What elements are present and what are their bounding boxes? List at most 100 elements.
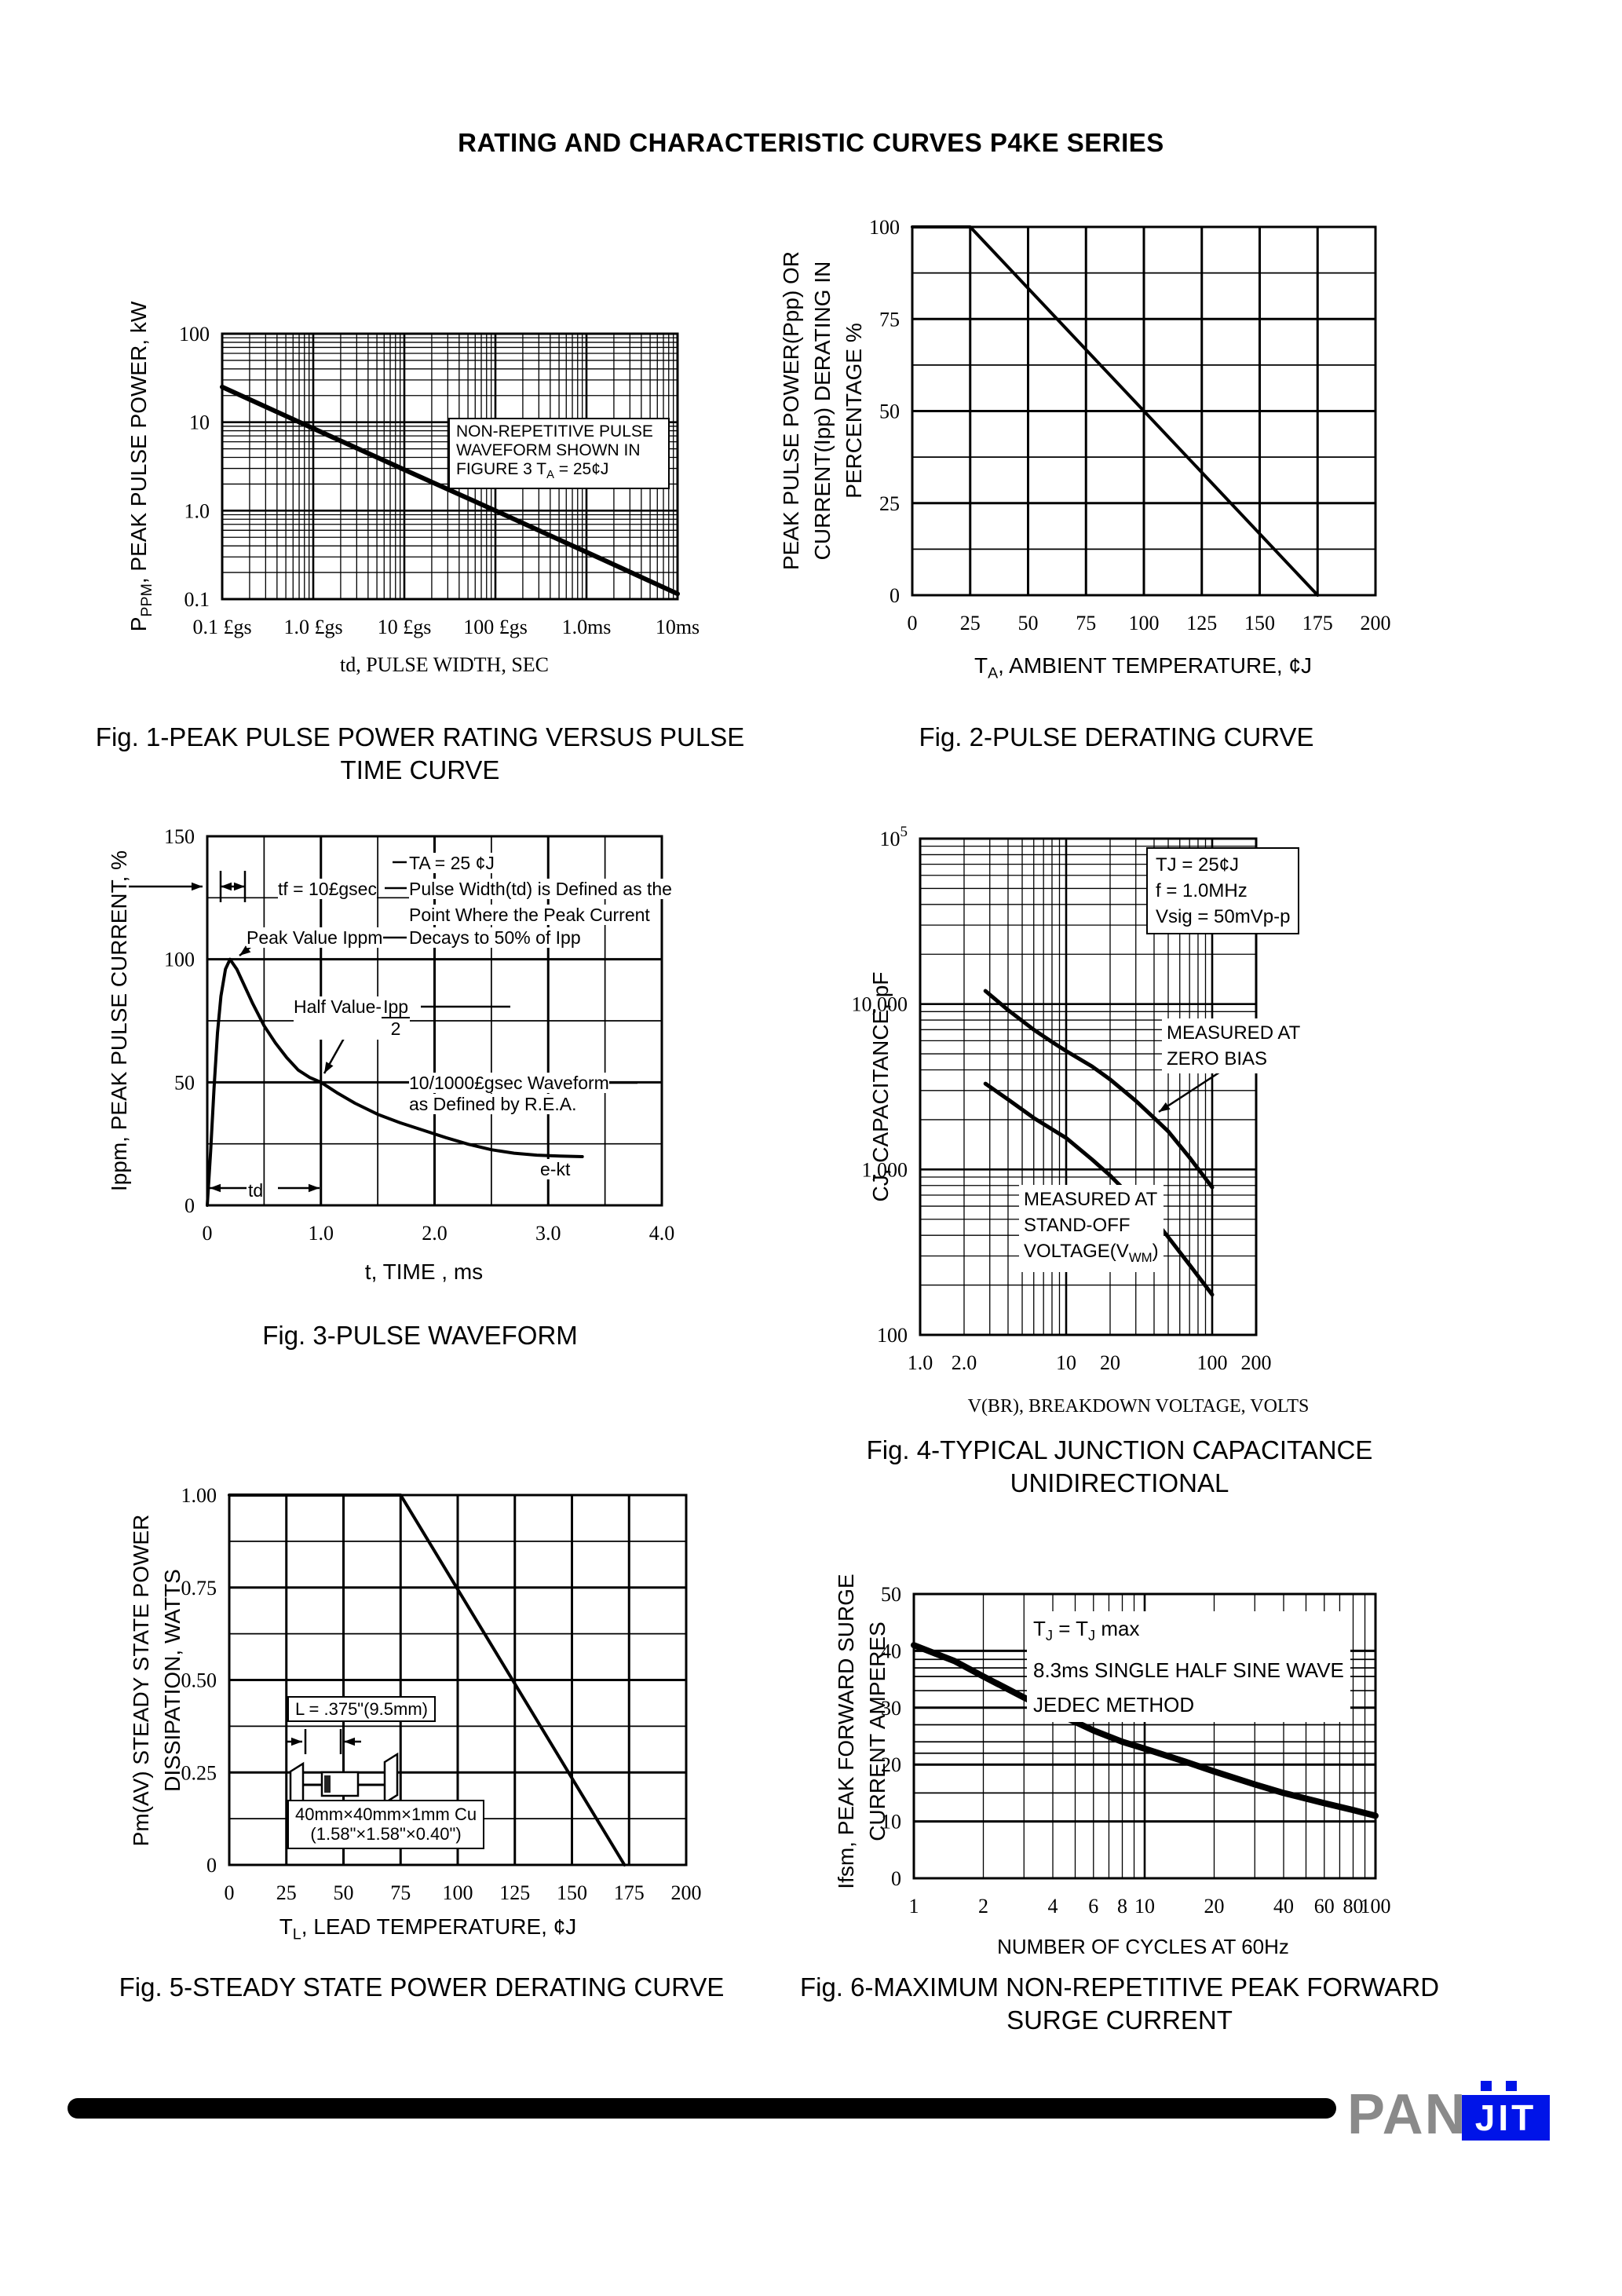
- fig5-inset-lead-length: L = .375"(9.5mm): [287, 1696, 437, 1723]
- fig6-caption-line2: SURGE CURRENT: [1006, 2005, 1233, 2035]
- svg-text:200: 200: [1361, 612, 1391, 634]
- fig1-note-line3: FIGURE 3 TA = 25¢J: [456, 460, 609, 482]
- fig2-chart: 0 25 50 75 100 125 150 175 200 100 75 50 25 0: [869, 216, 1391, 634]
- svg-text:200: 200: [1241, 1351, 1272, 1374]
- svg-text:75: 75: [390, 1881, 411, 1904]
- logo-jit-badge: JIT: [1462, 2095, 1550, 2141]
- svg-text:30: 30: [881, 1697, 901, 1720]
- fig5-y-axis-label: Pm(AV) STEADY STATE POWER DISSIPATION, W…: [129, 1514, 184, 1847]
- svg-text:0: 0: [225, 1881, 235, 1904]
- svg-text:1.0ms: 1.0ms: [562, 616, 612, 638]
- svg-text:100: 100: [179, 323, 210, 345]
- svg-text:4: 4: [1048, 1895, 1058, 1918]
- fig3-ann-pulsewidth-1: Pulse Width(td) is Defined as the: [409, 879, 672, 900]
- fig3-ann-pulsewidth-2: Point Where the Peak Current: [409, 905, 650, 926]
- fig3-ann-half-value: Half Value- Ipp 2: [294, 996, 411, 1040]
- svg-text:100: 100: [1129, 612, 1160, 634]
- fig4-label-zero-bias: MEASURED AT ZERO BIAS: [1162, 1018, 1306, 1073]
- fig3-caption: Fig. 3-PULSE WAVEFORM: [262, 1321, 578, 1350]
- fig4-note-box: TJ = 25¢J f = 1.0MHz Vsig = 50mVp-p: [1146, 847, 1300, 934]
- svg-text:1.0 £gs: 1.0 £gs: [283, 616, 342, 638]
- fig5-x-axis-label: TL, LEAD TEMPERATURE, ¢J: [279, 1914, 577, 1943]
- svg-text:100 £gs: 100 £gs: [463, 616, 528, 638]
- logo-dot-j-icon: [1481, 2081, 1492, 2091]
- svg-text:50: 50: [1018, 612, 1039, 634]
- fig5-inset-mount: 40mm×40mm×1mm Cu (1.58"×1.58"×0.40"): [287, 1800, 485, 1849]
- svg-text:175: 175: [614, 1881, 645, 1904]
- fig3-ann-ekt: e-kt: [540, 1159, 571, 1180]
- fig2-y-axis-label: PEAK PULSE POWER(Ppp) OR CURRENT(Ipp) DE…: [779, 250, 866, 571]
- fig1-note-line1: NON-REPETITIVE PULSE: [456, 422, 653, 441]
- svg-text:50: 50: [174, 1071, 195, 1094]
- fig5-caption: Fig. 5-STEADY STATE POWER DERATING CURVE: [119, 1972, 725, 2002]
- svg-text:10: 10: [1134, 1895, 1155, 1918]
- footer-rule: [68, 2098, 1336, 2119]
- fig1-note-line2: WAVEFORM SHOWN IN: [456, 441, 641, 459]
- svg-text:0: 0: [206, 1854, 217, 1877]
- svg-text:150: 150: [164, 825, 195, 848]
- svg-text:10: 10: [881, 1811, 901, 1834]
- svg-text:25: 25: [276, 1881, 297, 1904]
- page-title: RATING AND CHARACTERISTIC CURVES P4KE SE…: [458, 128, 1164, 157]
- svg-text:4.0: 4.0: [649, 1222, 675, 1245]
- fig1-note-box: NON-REPETITIVE PULSE WAVEFORM SHOWN IN F…: [448, 418, 670, 490]
- fig3-ann-td: td: [248, 1180, 264, 1201]
- svg-text:10,000: 10,000: [852, 993, 908, 1016]
- svg-text:0: 0: [890, 584, 900, 607]
- svg-text:10: 10: [1056, 1351, 1076, 1374]
- fig1-caption-line2: TIME CURVE: [340, 755, 500, 784]
- svg-text:1.0: 1.0: [908, 1351, 933, 1374]
- fig3-x-axis-label: t, TIME , ms: [364, 1260, 484, 1284]
- svg-text:105: 105: [880, 824, 908, 850]
- svg-text:150: 150: [557, 1881, 587, 1904]
- fig4-chart: 1.0 2.0 10 20 100 200 105 10,000 1,000 100: [852, 824, 1272, 1374]
- svg-text:100: 100: [1197, 1351, 1228, 1374]
- svg-text:0.25: 0.25: [181, 1761, 217, 1784]
- fig3-ann-waveform-1: 10/1000£gsec Waveform: [409, 1073, 609, 1094]
- svg-text:80: 80: [1343, 1895, 1364, 1918]
- svg-text:20: 20: [1100, 1351, 1120, 1374]
- svg-text:125: 125: [499, 1881, 530, 1904]
- fig6-caption-line1: Fig. 6-MAXIMUM NON-REPETITIVE PEAK FORWA…: [799, 1972, 1440, 2002]
- fig3-ann-tf: tf = 10£gsec: [278, 879, 377, 900]
- fig4-caption-line2: UNIDIRECTIONAL: [1010, 1468, 1229, 1497]
- svg-text:40: 40: [1273, 1895, 1294, 1918]
- svg-text:0: 0: [203, 1222, 213, 1245]
- svg-text:100: 100: [869, 216, 900, 239]
- svg-text:75: 75: [1076, 612, 1096, 634]
- svg-text:0: 0: [184, 1194, 195, 1217]
- svg-text:0: 0: [891, 1867, 901, 1890]
- svg-text:1.00: 1.00: [181, 1484, 217, 1507]
- svg-text:2: 2: [978, 1895, 988, 1918]
- svg-text:1,000: 1,000: [862, 1158, 908, 1181]
- svg-text:50: 50: [881, 1583, 901, 1606]
- svg-text:1.0: 1.0: [309, 1222, 334, 1245]
- fig4-caption-line1: Fig. 4-TYPICAL JUNCTION CAPACITANCE: [866, 1435, 1373, 1464]
- svg-text:0.1: 0.1: [184, 588, 210, 611]
- fig6-y-axis-label: Ifsm, PEAK FORWARD SURGE CURRENT AMPERES: [834, 1574, 890, 1889]
- fig1-caption-line1: Fig. 1-PEAK PULSE POWER RATING VERSUS PU…: [95, 722, 745, 751]
- svg-text:100: 100: [443, 1881, 473, 1904]
- svg-text:6: 6: [1088, 1895, 1098, 1918]
- svg-text:150: 150: [1244, 612, 1275, 634]
- svg-text:50: 50: [879, 400, 900, 423]
- svg-text:10 £gs: 10 £gs: [378, 616, 432, 638]
- svg-text:3.0: 3.0: [535, 1222, 561, 1245]
- fig6-note: TJ = TJ max 8.3ms SINGLE HALF SINE WAVE …: [1027, 1611, 1350, 1723]
- svg-text:200: 200: [671, 1881, 702, 1904]
- svg-text:10ms: 10ms: [656, 616, 700, 638]
- fig2-x-axis-label: TA, AMBIENT TEMPERATURE, ¢J: [974, 653, 1313, 682]
- svg-text:20: 20: [1204, 1895, 1225, 1918]
- svg-text:25: 25: [879, 492, 900, 515]
- fig5-chart: 0 25 50 75 100 125 150 175 200 1.00 0.75 0.50 0.25 0: [181, 1484, 702, 1904]
- svg-text:1: 1: [909, 1895, 919, 1918]
- svg-text:1.0: 1.0: [184, 499, 210, 522]
- fig3-ann-pulsewidth-3: Decays to 50% of Ipp: [409, 927, 581, 949]
- logo-dot-i-icon: [1506, 2081, 1517, 2091]
- fig4-x-axis-label: V(BR), BREAKDOWN VOLTAGE, VOLTS: [967, 1396, 1310, 1417]
- svg-text:100: 100: [877, 1324, 908, 1347]
- svg-text:0.75: 0.75: [181, 1577, 217, 1600]
- logo-pan-text: PAN: [1347, 2083, 1467, 2146]
